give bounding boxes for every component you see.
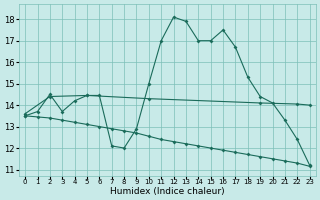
X-axis label: Humidex (Indice chaleur): Humidex (Indice chaleur) [110,187,225,196]
